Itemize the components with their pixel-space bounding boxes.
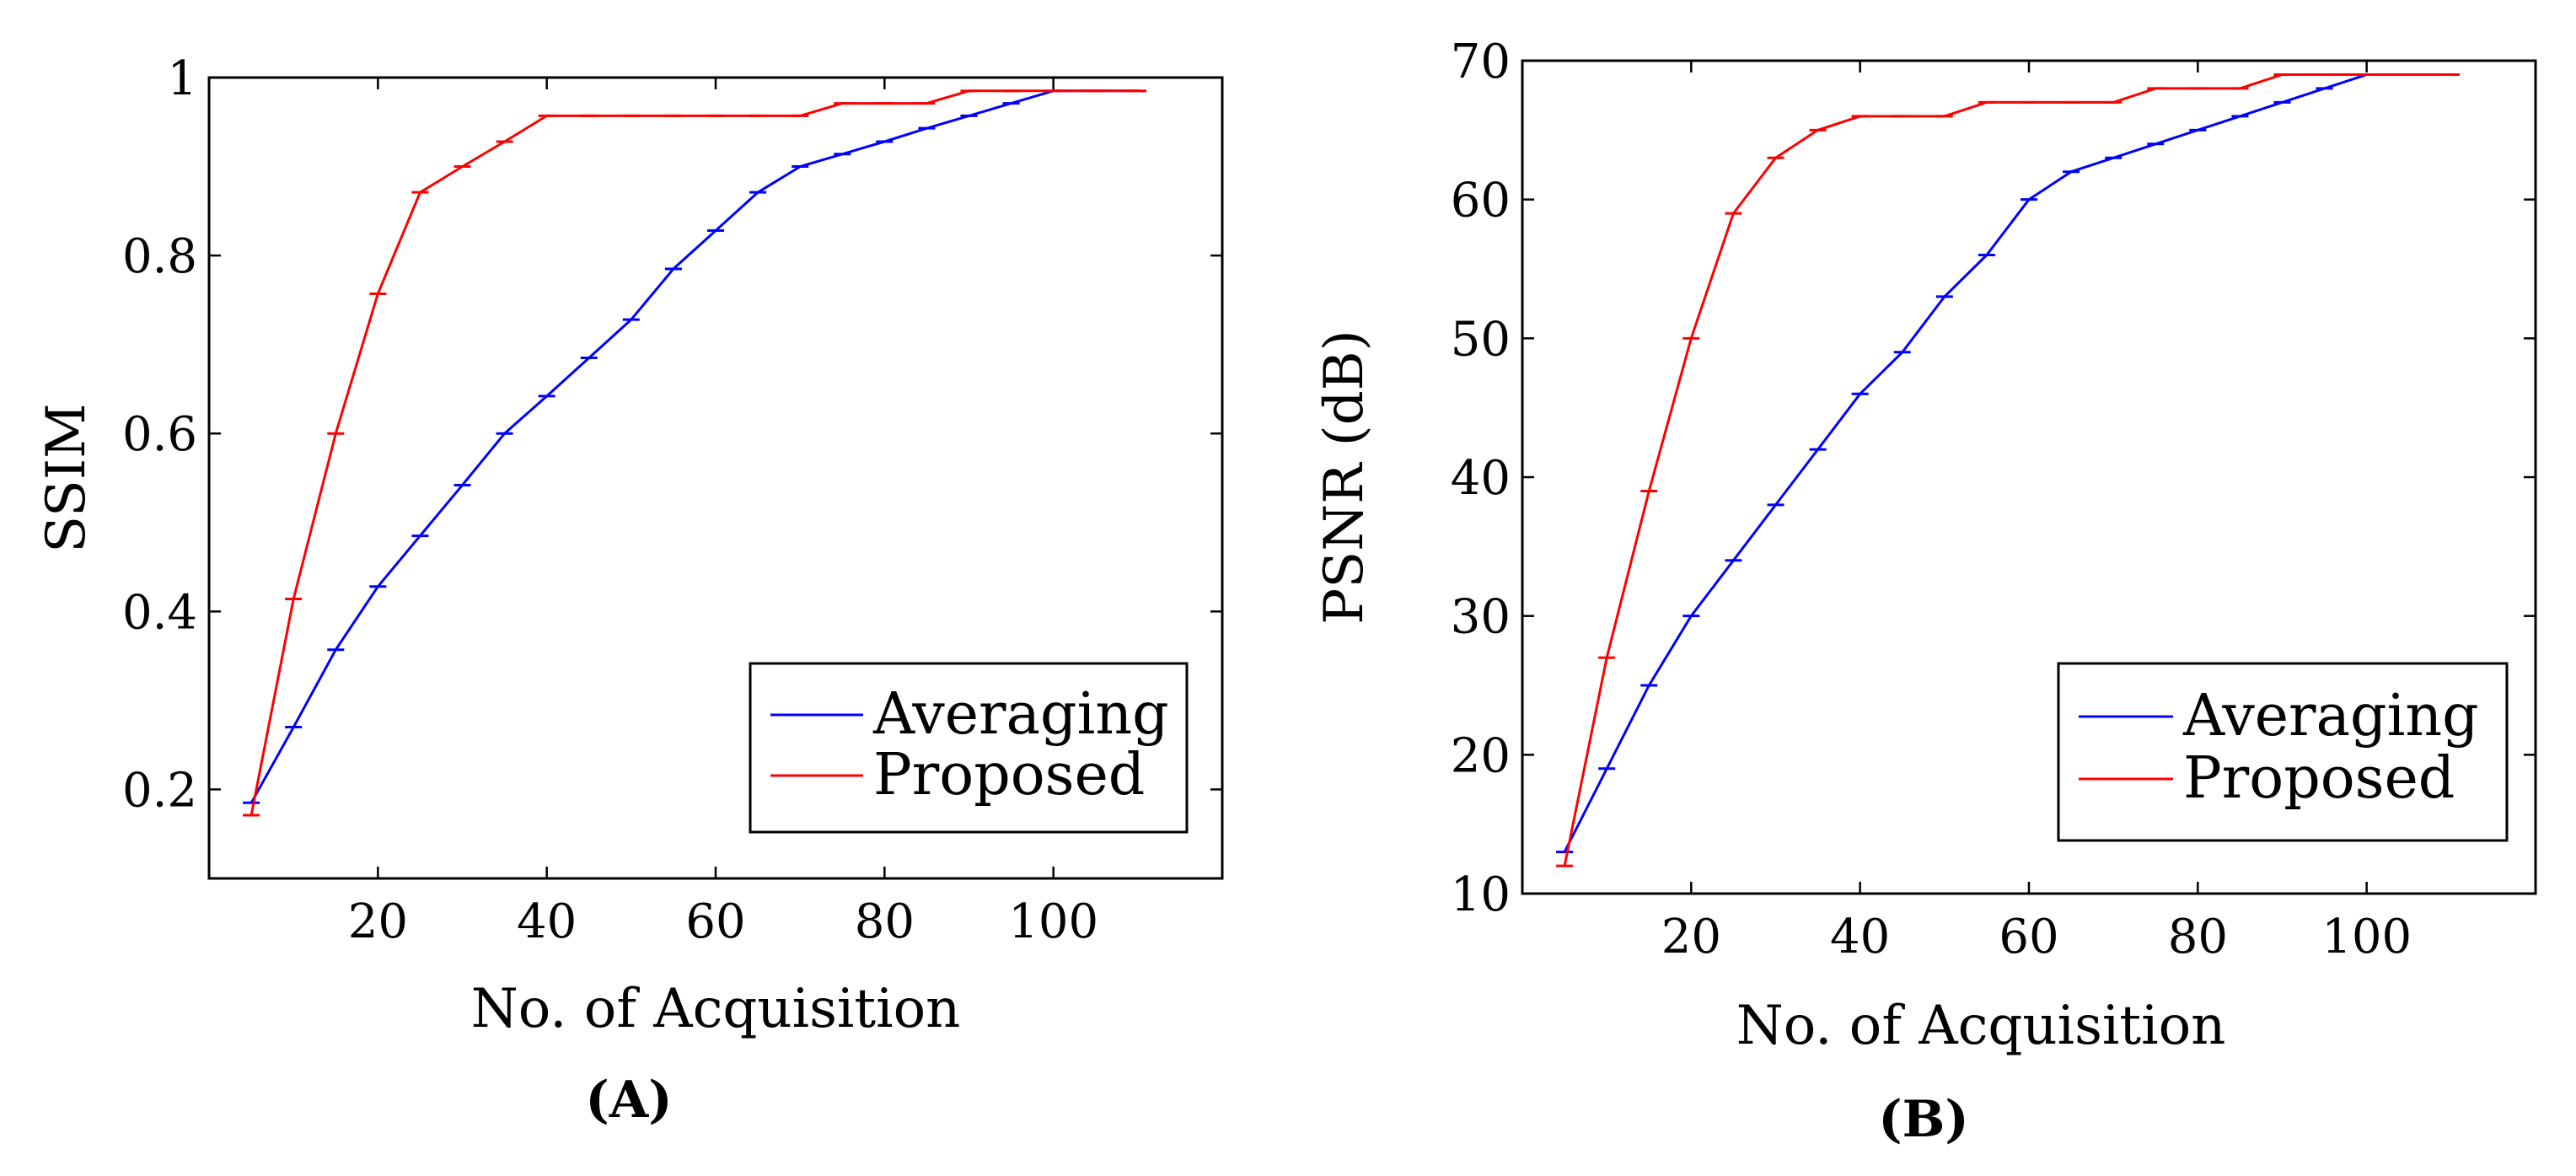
x-tick-label-b: 80 xyxy=(2168,910,2228,964)
x-axis-label-b: No. of Acquisition xyxy=(1736,995,2226,1057)
y-tick-label-a: 0.6 xyxy=(122,407,197,462)
series-layer-b xyxy=(1556,72,2460,867)
series-line-proposed-b xyxy=(1563,73,2451,867)
tick-labels-a: 20 40 60 80 100 0.2 0.4 0.6 0.8 1 xyxy=(122,51,1098,949)
y-tick-label-b: 50 xyxy=(1451,312,1511,367)
y-axis-label-a: SSIM xyxy=(35,403,98,552)
x-tick-label-a: 60 xyxy=(685,894,745,949)
series-line-averaging-b xyxy=(1563,73,2451,853)
series-layer-a xyxy=(243,89,1146,817)
series-line-averaging-a xyxy=(250,89,1138,804)
x-tick-label-b: 100 xyxy=(2321,910,2412,964)
panel-label-a: (A) xyxy=(585,1071,672,1130)
legend-box-b xyxy=(2057,662,2509,842)
y-tick-label-b: 10 xyxy=(1451,867,1511,922)
y-tick-label-a: 0.4 xyxy=(122,585,197,640)
chart-panel-a: 20 40 60 80 100 0.2 0.4 0.6 0.8 1 No. of Acquisit… xyxy=(35,51,1224,1130)
x-tick-label-a: 80 xyxy=(855,894,915,949)
y-tick-label-b: 30 xyxy=(1451,590,1511,645)
tick-labels-b: 20 40 60 80 100 10 20 30 40 50 60 70 xyxy=(1451,35,2412,964)
x-tick-label-b: 40 xyxy=(1830,910,1890,964)
legend-b: Averaging Proposed xyxy=(2057,662,2509,842)
y-axis-label-b: PSNR (dB) xyxy=(1313,330,1376,624)
y-tick-label-b: 60 xyxy=(1451,174,1511,228)
x-tick-label-a: 20 xyxy=(348,894,408,949)
chart-panel-b: 20 40 60 80 100 10 20 30 40 50 60 70 No. of Acquisi… xyxy=(1313,35,2537,1149)
x-tick-label-b: 20 xyxy=(1661,910,1721,964)
legend-label-averaging-b: Averaging xyxy=(2182,683,2479,749)
y-tick-label-b: 70 xyxy=(1451,35,1511,89)
x-axis-label-a: No. of Acquisition xyxy=(471,978,961,1040)
legend-label-proposed-b: Proposed xyxy=(2183,745,2455,812)
x-tick-label-a: 40 xyxy=(517,894,577,949)
legend-box-a xyxy=(749,662,1189,834)
y-tick-label-a: 0.8 xyxy=(122,229,197,284)
x-tick-label-b: 60 xyxy=(1999,910,2058,964)
legend-a: Averaging Proposed xyxy=(749,662,1189,834)
axis-ticks-b xyxy=(1522,59,2536,895)
series-line-proposed-a xyxy=(250,89,1138,816)
y-tick-label-b: 40 xyxy=(1451,451,1511,506)
x-tick-label-a: 100 xyxy=(1008,894,1098,949)
y-tick-label-a: 0.2 xyxy=(122,763,197,818)
legend-label-proposed-a: Proposed xyxy=(873,742,1145,808)
legend-label-averaging-a: Averaging xyxy=(872,681,1169,748)
panel-label-b: (B) xyxy=(1878,1090,1969,1149)
y-tick-label-b: 20 xyxy=(1451,728,1511,783)
y-tick-label-a: 1 xyxy=(167,51,197,106)
axis-ticks-a xyxy=(209,76,1222,878)
